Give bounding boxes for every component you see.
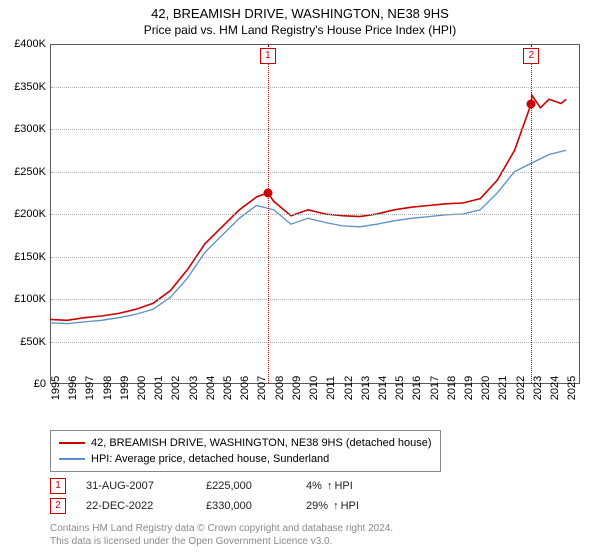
x-tick-label: 2010 <box>308 376 320 400</box>
page-subtitle: Price paid vs. HM Land Registry's House … <box>0 21 600 37</box>
x-tick-label: 1995 <box>50 376 62 400</box>
legend-item: HPI: Average price, detached house, Sund… <box>59 451 432 467</box>
x-tick-label: 1997 <box>84 376 96 400</box>
page-title: 42, BREAMISH DRIVE, WASHINGTON, NE38 9HS <box>0 0 600 21</box>
x-tick-label: 2018 <box>446 376 458 400</box>
event-row: 2 22-DEC-2022 £330,000 29% HPI <box>50 496 396 516</box>
x-tick-label: 2009 <box>291 376 303 400</box>
x-tick-label: 2012 <box>343 376 355 400</box>
legend-swatch <box>59 442 85 444</box>
arrow-up-icon <box>331 500 341 512</box>
x-tick-label: 2002 <box>170 376 182 400</box>
sale-marker <box>527 99 536 108</box>
x-tick-label: 2003 <box>188 376 200 400</box>
x-tick-label: 2004 <box>205 376 217 400</box>
y-tick-label: £50K <box>20 336 46 348</box>
x-tick-label: 2013 <box>360 376 372 400</box>
x-tick-label: 2017 <box>429 376 441 400</box>
event-date: 22-DEC-2022 <box>86 496 186 516</box>
event-price: £330,000 <box>206 496 286 516</box>
legend-label: HPI: Average price, detached house, Sund… <box>91 451 329 467</box>
x-tick-label: 2014 <box>377 376 389 400</box>
event-vline <box>268 45 269 383</box>
x-tick-label: 2015 <box>394 376 406 400</box>
gridline <box>51 214 579 215</box>
gridline <box>51 172 579 173</box>
x-tick-label: 2001 <box>153 376 165 400</box>
series-hpi <box>50 150 566 323</box>
event-vline <box>531 45 532 383</box>
x-tick-label: 2016 <box>411 376 423 400</box>
legend: 42, BREAMISH DRIVE, WASHINGTON, NE38 9HS… <box>50 430 441 472</box>
footer-line: This data is licensed under the Open Gov… <box>50 535 393 548</box>
y-tick-label: £100K <box>14 293 46 305</box>
x-tick-label: 2021 <box>497 376 509 400</box>
y-tick-label: £200K <box>14 208 46 220</box>
x-tick-label: 2007 <box>256 376 268 400</box>
x-tick-label: 2011 <box>325 376 337 400</box>
legend-swatch <box>59 458 85 460</box>
y-tick-label: £300K <box>14 123 46 135</box>
footer-line: Contains HM Land Registry data © Crown c… <box>50 522 393 535</box>
x-tick-label: 2025 <box>566 376 578 400</box>
event-date: 31-AUG-2007 <box>86 476 186 496</box>
x-tick-label: 2006 <box>239 376 251 400</box>
gridline <box>51 257 579 258</box>
x-tick-label: 2022 <box>515 376 527 400</box>
gridline <box>51 299 579 300</box>
gridline <box>51 87 579 88</box>
gridline <box>51 129 579 130</box>
chart: £0£50K£100K£150K£200K£250K£300K£350K£400… <box>50 44 580 384</box>
event-id-badge: 1 <box>50 478 66 494</box>
x-tick-label: 2024 <box>549 376 561 400</box>
sale-marker <box>263 188 272 197</box>
gridline <box>51 342 579 343</box>
x-tick-label: 2000 <box>136 376 148 400</box>
event-price: £225,000 <box>206 476 286 496</box>
y-tick-label: £0 <box>34 378 46 390</box>
event-marker-badge: 1 <box>260 48 276 64</box>
footer: Contains HM Land Registry data © Crown c… <box>50 522 393 548</box>
x-tick-label: 1999 <box>119 376 131 400</box>
event-row: 1 31-AUG-2007 £225,000 4% HPI <box>50 476 396 496</box>
event-delta: 29% HPI <box>306 496 396 516</box>
legend-item: 42, BREAMISH DRIVE, WASHINGTON, NE38 9HS… <box>59 435 432 451</box>
events-table: 1 31-AUG-2007 £225,000 4% HPI 2 22-DEC-2… <box>50 476 396 516</box>
y-tick-label: £250K <box>14 166 46 178</box>
x-tick-label: 1998 <box>102 376 114 400</box>
x-tick-label: 2005 <box>222 376 234 400</box>
y-tick-label: £400K <box>14 38 46 50</box>
y-tick-label: £150K <box>14 251 46 263</box>
event-id-badge: 2 <box>50 498 66 514</box>
y-tick-label: £350K <box>14 81 46 93</box>
x-tick-label: 2023 <box>532 376 544 400</box>
x-tick-label: 2019 <box>463 376 475 400</box>
event-delta: 4% HPI <box>306 476 396 496</box>
legend-label: 42, BREAMISH DRIVE, WASHINGTON, NE38 9HS… <box>91 435 432 451</box>
event-marker-badge: 2 <box>523 48 539 64</box>
x-tick-label: 2020 <box>480 376 492 400</box>
x-tick-label: 1996 <box>67 376 79 400</box>
x-tick-label: 2008 <box>274 376 286 400</box>
